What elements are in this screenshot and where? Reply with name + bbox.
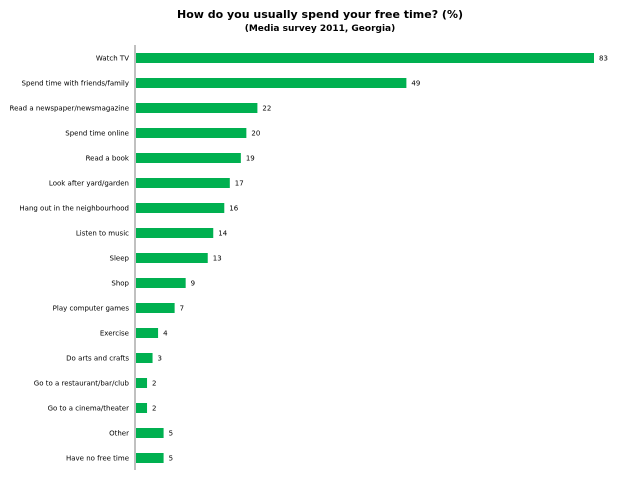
bar — [136, 328, 159, 338]
category-label: Go to a cinema/theater — [48, 405, 130, 413]
bar — [136, 203, 225, 213]
bar — [136, 428, 164, 438]
value-label: 20 — [251, 130, 260, 138]
category-label: Look after yard/garden — [49, 180, 129, 188]
category-label: Have no free time — [66, 455, 129, 463]
value-label: 3 — [158, 355, 162, 363]
category-label: Shop — [111, 280, 129, 288]
category-label: Read a newspaper/newsmagazine — [10, 105, 129, 113]
value-label: 49 — [411, 80, 420, 88]
category-label: Listen to music — [76, 230, 129, 238]
category-label: Watch TV — [96, 55, 129, 63]
bar — [136, 78, 407, 88]
category-label: Go to a restaurant/bar/club — [34, 380, 130, 388]
category-labels-group: Watch TV Spend time with friends/family Re… — [10, 55, 130, 463]
value-label: 2 — [152, 405, 156, 413]
bar — [136, 253, 208, 263]
value-label: 2 — [152, 380, 156, 388]
value-label: 5 — [169, 455, 173, 463]
category-label: Play computer games — [53, 305, 130, 313]
value-label: 9 — [191, 280, 195, 288]
bar — [136, 278, 186, 288]
bar — [136, 228, 214, 238]
bar — [136, 178, 230, 188]
bar — [136, 403, 148, 413]
bar — [136, 53, 594, 63]
bar — [136, 303, 175, 313]
bar — [136, 353, 153, 363]
value-label: 19 — [246, 155, 255, 163]
category-label: Other — [109, 430, 129, 438]
category-label: Hang out in the neighbourhood — [19, 205, 129, 213]
value-label: 4 — [163, 330, 168, 338]
value-label: 16 — [229, 205, 238, 213]
bar — [136, 453, 164, 463]
chart-subtitle: (Media survey 2011, Georgia) — [244, 24, 396, 34]
category-label: Spend time with friends/family — [22, 80, 130, 88]
value-label: 14 — [218, 230, 227, 238]
bar — [136, 153, 241, 163]
value-label: 22 — [262, 105, 271, 113]
bars-group — [136, 53, 594, 463]
value-label: 7 — [180, 305, 184, 313]
bar — [136, 128, 247, 138]
category-label: Read a book — [86, 155, 130, 163]
category-label: Spend time online — [65, 130, 129, 138]
value-label: 13 — [213, 255, 222, 263]
bar — [136, 103, 258, 113]
chart-title: How do you usually spend your free time?… — [176, 8, 463, 21]
value-label: 17 — [235, 180, 244, 188]
bar — [136, 378, 148, 388]
category-label: Sleep — [110, 255, 130, 263]
value-label: 83 — [599, 55, 608, 63]
category-label: Do arts and crafts — [66, 355, 129, 363]
value-label: 5 — [169, 430, 173, 438]
category-label: Exercise — [100, 330, 129, 338]
